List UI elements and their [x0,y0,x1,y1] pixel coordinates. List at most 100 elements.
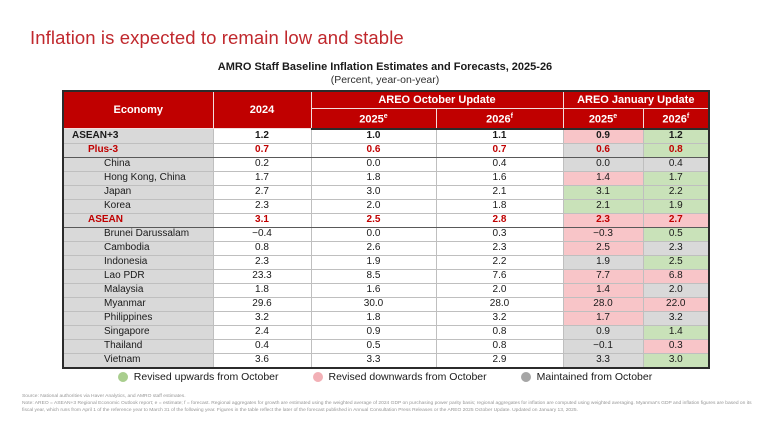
value-2024-cell: 1.7 [212,170,312,186]
economy-cell: Thailand [62,338,214,354]
value-jan-2025-cell: 0.9 [562,324,644,340]
table-row: Indonesia 2.3 1.9 2.2 1.9 2.5 [62,254,710,270]
table-body: ASEAN+3 1.2 1.0 1.1 0.9 1.2 Plus-3 0.7 0.6 0.7 0.6… [62,128,710,369]
table-subtitle: (Percent, year-on-year) [330,74,440,86]
value-jan-2025-cell: 3.1 [562,184,644,200]
forecast-superscript: f [686,113,690,120]
value-oct-2026-cell: 2.2 [435,254,564,270]
value-jan-2026-cell: 2.5 [642,254,710,270]
economy-cell: China [62,156,214,172]
footnotes: Source: National authorities via Haver A… [22,393,754,414]
economy-cell: Indonesia [62,254,214,270]
value-oct-2025-cell: 0.6 [310,142,437,158]
value-jan-2026-cell: 0.5 [642,226,710,242]
value-oct-2026-cell: 2.8 [435,212,564,228]
table-row: Lao PDR 23.3 8.5 7.6 7.7 6.8 [62,268,710,284]
economy-cell: Singapore [62,324,214,340]
value-jan-2025-cell: 7.7 [562,268,644,284]
value-oct-2026-cell: 2.1 [435,184,564,200]
value-jan-2025-cell: 1.9 [562,254,644,270]
value-2024-cell: −0.4 [212,226,312,242]
value-2024-cell: 1.2 [212,128,312,144]
legend-item-revised-downwards: Revised downwards from October [312,371,487,383]
value-oct-2026-cell: 0.8 [435,338,564,354]
col-group-areo-october-update: AREO October Update [310,90,564,109]
year-label: 2026 [662,113,687,126]
value-oct-2026-cell: 3.2 [435,310,564,326]
value-jan-2026-cell: 0.3 [642,338,710,354]
table-row: ASEAN+3 1.2 1.0 1.1 0.9 1.2 [62,128,710,144]
value-oct-2026-cell: 28.0 [435,296,564,312]
legend: Revised upwards from October Revised dow… [62,371,708,383]
value-2024-cell: 29.6 [212,296,312,312]
economy-cell: Vietnam [62,352,214,369]
value-jan-2025-cell: −0.3 [562,226,644,242]
value-jan-2026-cell: 3.0 [642,352,710,369]
value-2024-cell: 3.2 [212,310,312,326]
value-jan-2025-cell: 2.3 [562,212,644,228]
estimate-superscript: e [383,113,388,120]
value-jan-2026-cell: 2.3 [642,240,710,256]
legend-item-revised-upwards: Revised upwards from October [117,371,279,383]
value-2024-cell: 2.4 [212,324,312,340]
value-jan-2025-cell: 1.7 [562,310,644,326]
economy-cell: Japan [62,184,214,200]
value-jan-2025-cell: 1.4 [562,282,644,298]
table-row: Malaysia 1.8 1.6 2.0 1.4 2.0 [62,282,710,298]
inflation-forecast-table: Economy 2024 AREO October Update AREO Ja… [62,90,711,369]
table-row: Thailand 0.4 0.5 0.8 −0.1 0.3 [62,338,710,354]
table-row: Japan 2.7 3.0 2.1 3.1 2.2 [62,184,710,200]
value-oct-2026-cell: 7.6 [435,268,564,284]
col-header-economy: Economy [62,90,214,130]
value-jan-2026-cell: 1.2 [642,128,710,144]
table-row: Hong Kong, China 1.7 1.8 1.6 1.4 1.7 [62,170,710,186]
value-jan-2025-cell: −0.1 [562,338,644,354]
value-2024-cell: 2.3 [212,198,312,214]
economy-cell: Philippines [62,310,214,326]
estimate-superscript: e [613,113,618,120]
value-jan-2026-cell: 0.8 [642,142,710,158]
value-oct-2025-cell: 30.0 [310,296,437,312]
table-row: ASEAN 3.1 2.5 2.8 2.3 2.7 [62,212,710,228]
gray-dot-icon [520,372,531,382]
value-jan-2025-cell: 0.6 [562,142,644,158]
value-jan-2026-cell: 3.2 [642,310,710,326]
value-2024-cell: 0.4 [212,338,312,354]
table-row: Philippines 3.2 1.8 3.2 1.7 3.2 [62,310,710,326]
value-oct-2026-cell: 0.3 [435,226,564,242]
table-row: Brunei Darussalam −0.4 0.0 0.3 −0.3 0.5 [62,226,710,242]
value-oct-2025-cell: 1.9 [310,254,437,270]
economy-cell: Hong Kong, China [62,170,214,186]
table-row: Vietnam 3.6 3.3 2.9 3.3 3.0 [62,352,710,369]
table-row: Myanmar 29.6 30.0 28.0 28.0 22.0 [62,296,710,312]
value-oct-2025-cell: 0.5 [310,338,437,354]
year-label: 2026 [486,113,511,126]
value-oct-2026-cell: 1.6 [435,170,564,186]
value-oct-2025-cell: 8.5 [310,268,437,284]
economy-cell: Cambodia [62,240,214,256]
value-2024-cell: 0.7 [212,142,312,158]
economy-cell: Plus-3 [62,142,214,158]
value-jan-2026-cell: 2.2 [642,184,710,200]
value-jan-2025-cell: 0.0 [562,156,644,172]
value-jan-2026-cell: 2.0 [642,282,710,298]
value-jan-2025-cell: 28.0 [562,296,644,312]
value-oct-2025-cell: 1.6 [310,282,437,298]
pink-dot-icon [312,372,323,382]
value-oct-2025-cell: 1.8 [310,170,437,186]
value-2024-cell: 3.6 [212,352,312,369]
value-2024-cell: 0.2 [212,156,312,172]
value-jan-2026-cell: 22.0 [642,296,710,312]
methodology-note: Note: AREO = ASEAN+3 Regional Economic O… [22,401,752,414]
value-oct-2026-cell: 2.0 [435,282,564,298]
value-jan-2026-cell: 2.7 [642,212,710,228]
table-row: Plus-3 0.7 0.6 0.7 0.6 0.8 [62,142,710,158]
value-2024-cell: 2.7 [212,184,312,200]
legend-item-maintained: Maintained from October [520,371,652,383]
col-header-jan-2025: 2025e [562,107,644,130]
value-jan-2025-cell: 2.1 [562,198,644,214]
economy-cell: Myanmar [62,296,214,312]
green-dot-icon [117,372,128,382]
value-oct-2025-cell: 3.0 [310,184,437,200]
value-oct-2026-cell: 0.7 [435,142,564,158]
